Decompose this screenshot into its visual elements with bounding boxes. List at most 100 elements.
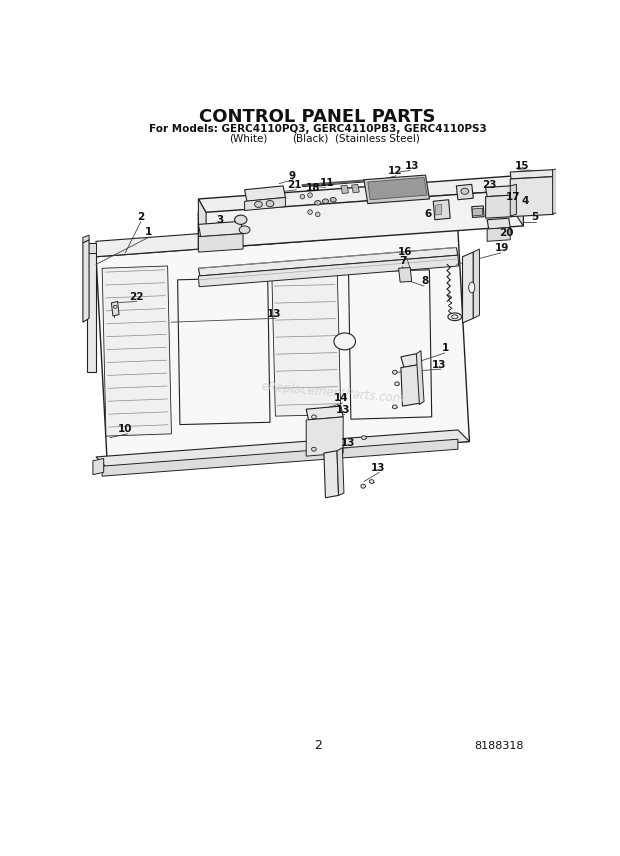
Text: 19: 19 [495, 243, 509, 253]
Text: 13: 13 [267, 309, 281, 318]
Text: 3: 3 [216, 215, 224, 225]
Text: 23: 23 [482, 180, 497, 190]
Text: 21: 21 [288, 180, 302, 190]
Polygon shape [93, 459, 104, 474]
Ellipse shape [334, 333, 355, 350]
Polygon shape [510, 184, 516, 216]
Polygon shape [245, 198, 285, 211]
Polygon shape [364, 175, 430, 204]
Polygon shape [96, 214, 458, 257]
Polygon shape [463, 253, 473, 323]
Text: 4: 4 [522, 195, 529, 205]
Polygon shape [83, 240, 89, 322]
Polygon shape [198, 222, 243, 237]
Polygon shape [198, 234, 243, 253]
Polygon shape [198, 255, 459, 287]
Ellipse shape [234, 215, 247, 224]
Polygon shape [87, 253, 96, 372]
Polygon shape [177, 277, 270, 425]
Polygon shape [510, 169, 554, 179]
Text: 13: 13 [336, 405, 350, 415]
Polygon shape [198, 247, 458, 276]
Polygon shape [337, 448, 344, 496]
Polygon shape [96, 229, 469, 468]
Circle shape [300, 194, 304, 199]
Ellipse shape [395, 382, 399, 386]
Polygon shape [102, 439, 458, 476]
Ellipse shape [361, 484, 365, 488]
Text: For Models: GERC4110PQ3, GERC4110PB3, GERC4110PS3: For Models: GERC4110PQ3, GERC4110PB3, GE… [149, 124, 487, 134]
Polygon shape [514, 175, 523, 226]
Polygon shape [306, 406, 343, 420]
Polygon shape [348, 270, 432, 419]
Polygon shape [368, 177, 427, 199]
Polygon shape [399, 268, 412, 282]
Polygon shape [198, 190, 523, 249]
Ellipse shape [239, 226, 250, 234]
Text: 8: 8 [421, 276, 428, 287]
Text: (White): (White) [229, 134, 268, 144]
Text: 5: 5 [531, 212, 539, 223]
Text: CONTROL PANEL PARTS: CONTROL PANEL PARTS [200, 108, 436, 126]
Polygon shape [436, 205, 441, 215]
Polygon shape [401, 365, 421, 406]
Circle shape [316, 212, 320, 217]
Polygon shape [245, 186, 285, 201]
Ellipse shape [266, 200, 274, 206]
Polygon shape [324, 451, 339, 497]
Text: 13: 13 [404, 161, 419, 171]
Polygon shape [552, 169, 556, 214]
Text: 17: 17 [506, 192, 521, 202]
Text: 10: 10 [118, 425, 133, 434]
Ellipse shape [330, 198, 336, 202]
Text: 13: 13 [371, 463, 385, 473]
Text: 6: 6 [424, 209, 432, 218]
Polygon shape [472, 206, 484, 217]
Text: 15: 15 [515, 161, 529, 171]
Ellipse shape [448, 313, 462, 321]
Text: 16: 16 [398, 247, 413, 257]
Polygon shape [416, 351, 424, 405]
Circle shape [308, 210, 312, 214]
Text: eReplacementParts.com: eReplacementParts.com [260, 381, 405, 406]
Text: 12: 12 [388, 166, 403, 176]
Polygon shape [472, 208, 482, 216]
Polygon shape [96, 430, 469, 468]
Text: (Stainless Steel): (Stainless Steel) [335, 134, 420, 144]
Text: 13: 13 [341, 438, 356, 448]
Ellipse shape [315, 200, 321, 205]
Polygon shape [306, 417, 343, 456]
Ellipse shape [461, 188, 469, 194]
Ellipse shape [312, 415, 316, 419]
Text: 1: 1 [144, 227, 152, 237]
Ellipse shape [370, 479, 374, 484]
Ellipse shape [322, 199, 329, 204]
Polygon shape [456, 184, 473, 199]
Text: 2: 2 [137, 211, 144, 222]
Polygon shape [341, 185, 348, 193]
Text: 8188318: 8188318 [474, 740, 523, 751]
Text: 2: 2 [314, 740, 322, 752]
Polygon shape [102, 266, 172, 436]
Polygon shape [485, 186, 512, 197]
Text: 22: 22 [130, 292, 144, 302]
Text: 1: 1 [442, 342, 450, 353]
Polygon shape [198, 175, 523, 213]
Text: 14: 14 [334, 394, 348, 403]
Polygon shape [112, 301, 119, 316]
Text: 20: 20 [499, 228, 513, 238]
Polygon shape [487, 218, 510, 229]
Text: 13: 13 [432, 360, 446, 370]
Polygon shape [352, 184, 360, 193]
Ellipse shape [392, 371, 397, 374]
Polygon shape [485, 195, 512, 218]
Polygon shape [272, 261, 341, 416]
Ellipse shape [469, 282, 475, 293]
Polygon shape [198, 199, 206, 249]
Polygon shape [433, 199, 450, 220]
Ellipse shape [392, 405, 397, 409]
Text: 7: 7 [399, 256, 406, 266]
Text: 11: 11 [320, 178, 334, 187]
Ellipse shape [361, 436, 366, 440]
Ellipse shape [113, 306, 117, 308]
